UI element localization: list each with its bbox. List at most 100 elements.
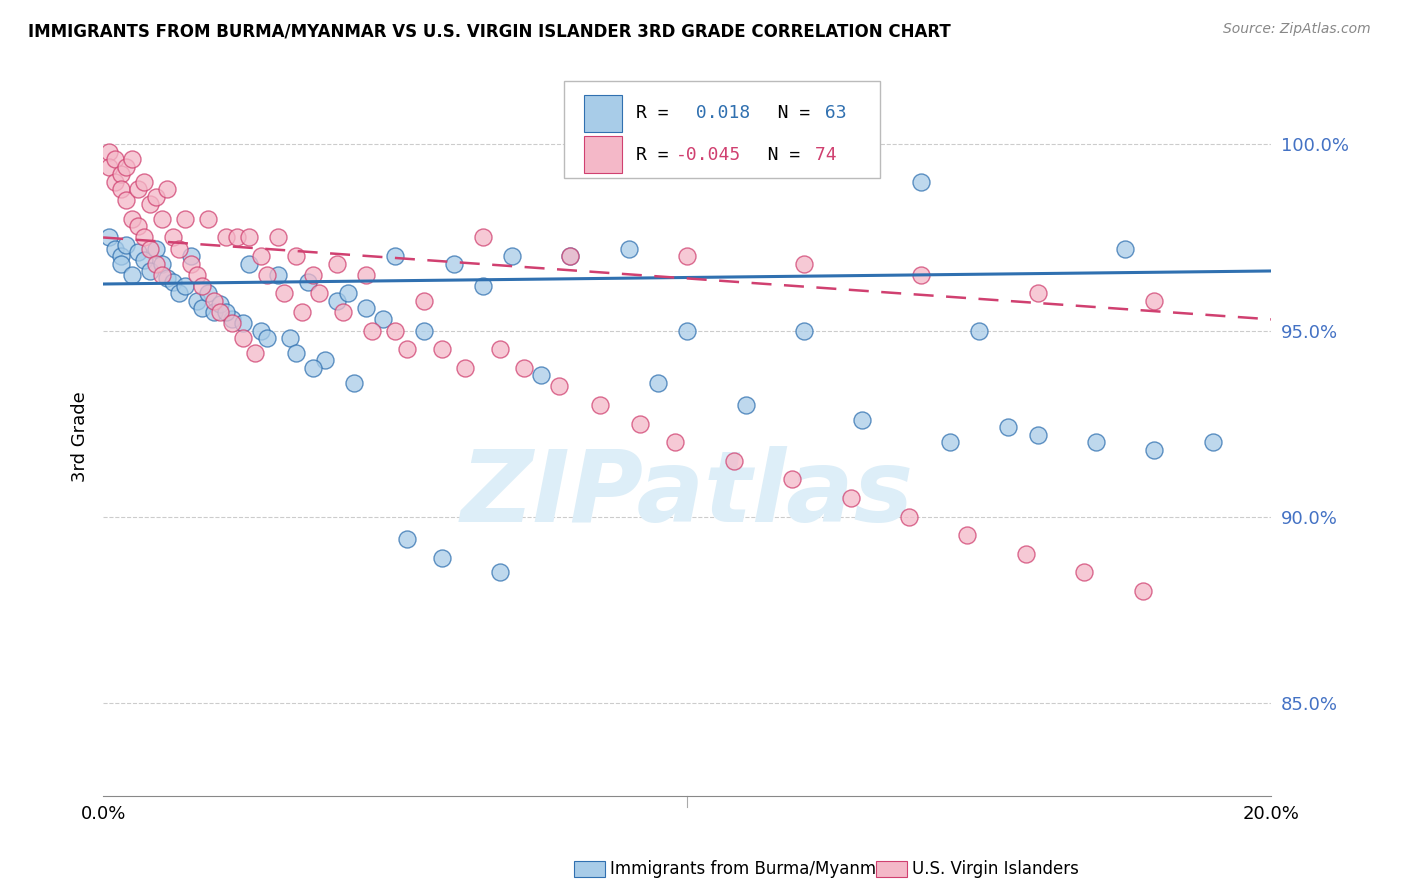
Text: R =: R =: [636, 145, 679, 163]
Point: [780, 472, 803, 486]
Point: [139, 197, 162, 211]
Point: [308, 286, 330, 301]
Point: [139, 242, 162, 256]
Point: [121, 268, 143, 282]
Point: [560, 249, 582, 263]
Point: [98, 160, 121, 174]
Point: [197, 211, 219, 226]
Point: [238, 256, 260, 270]
Point: [104, 153, 127, 167]
Point: [191, 278, 214, 293]
Point: [167, 242, 190, 256]
Point: [1132, 584, 1154, 599]
Point: [127, 219, 149, 234]
Point: [226, 230, 249, 244]
Point: [332, 305, 354, 319]
Point: [115, 194, 138, 208]
Point: [202, 305, 225, 319]
Point: [249, 249, 271, 263]
Point: [910, 268, 932, 282]
Point: [337, 286, 360, 301]
Point: [647, 376, 669, 390]
Point: [413, 293, 436, 308]
Text: R =: R =: [636, 104, 690, 122]
Point: [314, 353, 336, 368]
Point: [98, 145, 121, 159]
Point: [278, 331, 301, 345]
Point: [1026, 286, 1049, 301]
Point: [297, 275, 319, 289]
Point: [267, 230, 290, 244]
Point: [384, 324, 406, 338]
Point: [221, 312, 243, 326]
Point: [910, 175, 932, 189]
Point: [939, 435, 962, 450]
Point: [186, 268, 208, 282]
Point: [354, 301, 377, 316]
Point: [489, 566, 512, 580]
Point: [734, 398, 756, 412]
Point: [471, 278, 494, 293]
Point: [232, 331, 254, 345]
Point: [373, 312, 395, 326]
Point: [512, 360, 534, 375]
Point: [156, 182, 179, 196]
Point: [354, 268, 377, 282]
Text: 0.018: 0.018: [685, 104, 751, 122]
Point: [489, 342, 512, 356]
Point: [284, 249, 307, 263]
Point: [501, 249, 523, 263]
Point: [343, 376, 366, 390]
Text: Source: ZipAtlas.com: Source: ZipAtlas.com: [1223, 22, 1371, 37]
Y-axis label: 3rd Grade: 3rd Grade: [72, 392, 89, 482]
Point: [430, 342, 453, 356]
Point: [127, 245, 149, 260]
Point: [232, 316, 254, 330]
Point: [360, 324, 382, 338]
Point: [104, 242, 127, 256]
FancyBboxPatch shape: [564, 81, 880, 178]
Point: [1143, 293, 1166, 308]
Point: [173, 211, 195, 226]
Point: [145, 189, 167, 203]
Point: [150, 256, 173, 270]
Point: [115, 160, 138, 174]
Point: [115, 238, 138, 252]
Point: [664, 435, 686, 450]
Text: N =: N =: [735, 145, 811, 163]
Point: [98, 230, 121, 244]
Point: [110, 249, 132, 263]
Point: [291, 305, 314, 319]
Point: [104, 175, 127, 189]
Text: 74: 74: [804, 145, 837, 163]
Point: [173, 278, 195, 293]
Point: [256, 331, 278, 345]
FancyBboxPatch shape: [585, 136, 621, 173]
Text: IMMIGRANTS FROM BURMA/MYANMAR VS U.S. VIRGIN ISLANDER 3RD GRADE CORRELATION CHAR: IMMIGRANTS FROM BURMA/MYANMAR VS U.S. VI…: [28, 22, 950, 40]
Point: [197, 286, 219, 301]
Point: [471, 230, 494, 244]
Point: [956, 528, 979, 542]
Point: [676, 249, 699, 263]
Text: 63: 63: [814, 104, 846, 122]
Point: [839, 491, 862, 505]
Point: [110, 256, 132, 270]
Point: [1143, 442, 1166, 457]
Point: [249, 324, 271, 338]
Point: [215, 230, 238, 244]
Point: [325, 256, 347, 270]
Point: [560, 249, 582, 263]
Point: [395, 342, 418, 356]
Point: [898, 509, 921, 524]
Point: [145, 256, 167, 270]
Point: [967, 324, 990, 338]
Point: [617, 242, 640, 256]
Point: [395, 532, 418, 546]
Point: [162, 275, 184, 289]
Point: [1114, 242, 1136, 256]
FancyBboxPatch shape: [585, 95, 621, 132]
Point: [243, 346, 266, 360]
Point: [191, 301, 214, 316]
Text: -0.045: -0.045: [675, 145, 741, 163]
Text: Immigrants from Burma/Myanmar: Immigrants from Burma/Myanmar: [610, 860, 893, 878]
